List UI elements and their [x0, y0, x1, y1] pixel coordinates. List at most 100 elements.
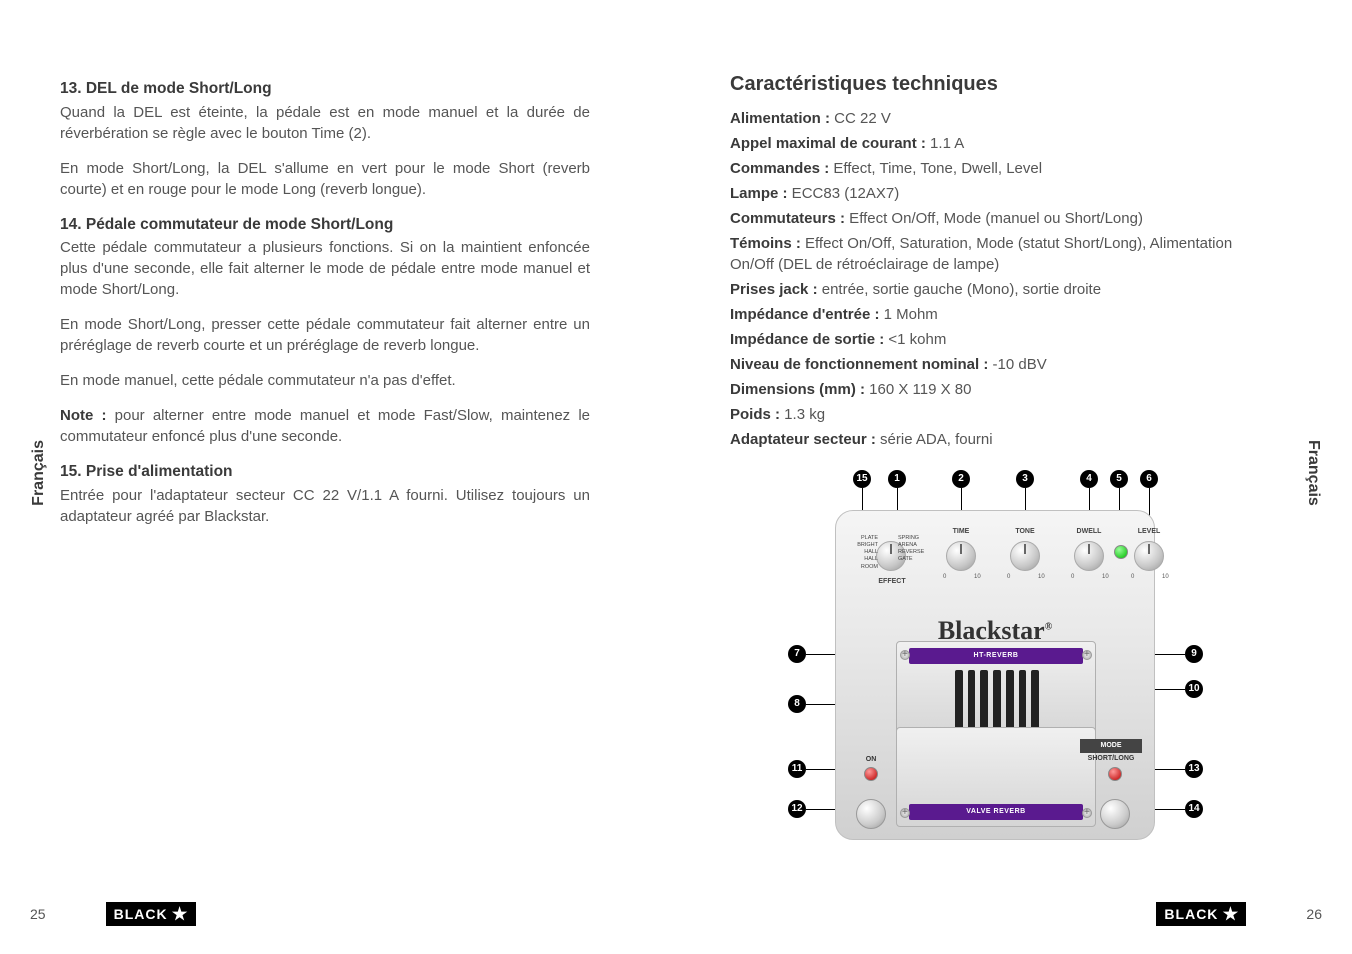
spec-value: Effect, Time, Tone, Dwell, Level: [829, 160, 1042, 177]
grille-icon: [955, 670, 1039, 734]
effect-ticks-left: PLATE BRIGHT HALL HALL ROOM: [844, 535, 878, 571]
spec-line: Impédance de sortie : <1 kohm: [730, 329, 1260, 350]
star-icon: [1222, 906, 1238, 922]
spec-value: entrée, sortie gauche (Mono), sortie dro…: [818, 281, 1101, 298]
spec-line: Commutateurs : Effect On/Off, Mode (manu…: [730, 208, 1260, 229]
spec-line: Impédance d'entrée : 1 Mohm: [730, 304, 1260, 325]
page-num-right: 26: [1306, 906, 1322, 922]
spec-line: Poids : 1.3 kg: [730, 404, 1260, 425]
footswitch-on: [856, 799, 886, 829]
callout-5: 5: [1110, 470, 1128, 488]
callout-11: 11: [788, 760, 806, 778]
para-15-1: Entrée pour l'adaptateur secteur CC 22 V…: [60, 485, 590, 527]
spec-line: Appel maximal de courant : 1.1 A: [730, 133, 1260, 154]
spec-key: Commandes :: [730, 160, 829, 177]
spec-key: Impédance d'entrée :: [730, 306, 879, 323]
spec-line: Commandes : Effect, Time, Tone, Dwell, L…: [730, 158, 1260, 179]
specs-title: Caractéristiques techniques: [730, 70, 1260, 98]
note-label: Note :: [60, 407, 107, 424]
spec-value: série ADA, fourni: [876, 431, 993, 448]
heading-13: 13. DEL de mode Short/Long: [60, 78, 590, 100]
spec-key: Lampe :: [730, 185, 788, 202]
para-13-2: En mode Short/Long, la DEL s'allume en v…: [60, 158, 590, 200]
spec-line: Dimensions (mm) : 160 X 119 X 80: [730, 379, 1260, 400]
star-icon: [172, 906, 188, 922]
para-note: Note : pour alterner entre mode manuel e…: [60, 405, 590, 447]
spec-key: Poids :: [730, 406, 780, 423]
page-spread: 13. DEL de mode Short/Long Quand la DEL …: [0, 0, 1352, 870]
callout-8: 8: [788, 695, 806, 713]
led-saturation: [1114, 545, 1128, 559]
plate-bottom: VALVE REVERB: [896, 727, 1096, 827]
label-time: TIME: [941, 527, 981, 537]
plate-top: HT-REVERB: [896, 641, 1096, 741]
spec-line: Adaptateur secteur : série ADA, fourni: [730, 429, 1260, 450]
lang-tab-right: Français: [1304, 440, 1322, 506]
callout-7: 7: [788, 645, 806, 663]
spec-line: Témoins : Effect On/Off, Saturation, Mod…: [730, 233, 1260, 275]
callout-2: 2: [952, 470, 970, 488]
spec-line: Lampe : ECC83 (12AX7): [730, 183, 1260, 204]
callout-14: 14: [1185, 800, 1203, 818]
callout-4: 4: [1080, 470, 1098, 488]
footer: 25 BLACK BLACK 26: [0, 902, 1352, 926]
knob-dwell: [1074, 541, 1104, 571]
right-column: Caractéristiques techniques Alimentation…: [730, 70, 1260, 870]
left-column: 13. DEL de mode Short/Long Quand la DEL …: [60, 70, 590, 870]
led-on: [864, 767, 878, 781]
callout-3: 3: [1016, 470, 1034, 488]
heading-15: 15. Prise d'alimentation: [60, 461, 590, 483]
label-tone: TONE: [1005, 527, 1045, 537]
spec-line: Niveau de fonctionnement nominal : -10 d…: [730, 354, 1260, 375]
spec-key: Prises jack :: [730, 281, 818, 298]
lang-tab-left: Français: [30, 440, 48, 506]
spec-value: Effect On/Off, Mode (manuel ou Short/Lon…: [845, 210, 1143, 227]
heading-14: 14. Pédale commutateur de mode Short/Lon…: [60, 214, 590, 236]
footswitch-mode: [1100, 799, 1130, 829]
knob-time: [946, 541, 976, 571]
screw-icon: [1082, 808, 1092, 818]
label-mode: MODE: [1080, 739, 1142, 753]
label-dwell: DWELL: [1068, 527, 1110, 537]
spec-value: 160 X 119 X 80: [865, 381, 971, 398]
spec-value: -10 dBV: [988, 356, 1046, 373]
strip-ht-reverb: HT-REVERB: [909, 648, 1083, 664]
label-shortlong: SHORT/LONG: [1080, 754, 1142, 764]
spec-value: 1.1 A: [926, 135, 964, 152]
spec-value: 1.3 kg: [780, 406, 825, 423]
spec-value: ECC83 (12AX7): [788, 185, 900, 202]
para-14-1: Cette pédale commutateur a plusieurs fon…: [60, 237, 590, 300]
spec-key: Commutateurs :: [730, 210, 845, 227]
para-14-2: En mode Short/Long, presser cette pédale…: [60, 314, 590, 356]
label-on: ON: [856, 755, 886, 765]
spec-key: Appel maximal de courant :: [730, 135, 926, 152]
callout-9: 9: [1185, 645, 1203, 663]
screw-icon: [1082, 650, 1092, 660]
effect-ticks-right: SPRING ARENA REVERSE GATE: [898, 535, 924, 564]
screw-icon: [900, 808, 910, 818]
spec-line: Prises jack : entrée, sortie gauche (Mon…: [730, 279, 1260, 300]
spec-value: 1 Mohm: [879, 306, 937, 323]
callout-6: 6: [1140, 470, 1158, 488]
para-14-3: En mode manuel, cette pédale commutateur…: [60, 370, 590, 391]
callout-13: 13: [1185, 760, 1203, 778]
strip-valve-reverb: VALVE REVERB: [909, 804, 1083, 820]
blackstar-logo-left: BLACK: [106, 902, 196, 926]
spec-key: Niveau de fonctionnement nominal :: [730, 356, 988, 373]
screw-icon: [900, 650, 910, 660]
pedal-diagram: 15 1 2 3 4 5 6 7 8 11 12 9 1: [760, 470, 1230, 860]
spec-value: <1 kohm: [884, 331, 946, 348]
knob-tone: [1010, 541, 1040, 571]
knob-level: [1134, 541, 1164, 571]
spec-key: Témoins :: [730, 235, 801, 252]
spec-list: Alimentation : CC 22 V Appel maximal de c…: [730, 108, 1260, 450]
pedal-body: PLATE BRIGHT HALL HALL ROOM SPRING ARENA…: [835, 510, 1155, 840]
led-mode: [1108, 767, 1122, 781]
label-effect: EFFECT: [872, 577, 912, 587]
spec-key: Adaptateur secteur :: [730, 431, 876, 448]
spec-value: Effect On/Off, Saturation, Mode (statut …: [730, 235, 1232, 273]
note-text: pour alterner entre mode manuel et mode …: [60, 407, 590, 445]
callout-15: 15: [853, 470, 871, 488]
spec-line: Alimentation : CC 22 V: [730, 108, 1260, 129]
blackstar-logo-right: BLACK: [1156, 902, 1246, 926]
